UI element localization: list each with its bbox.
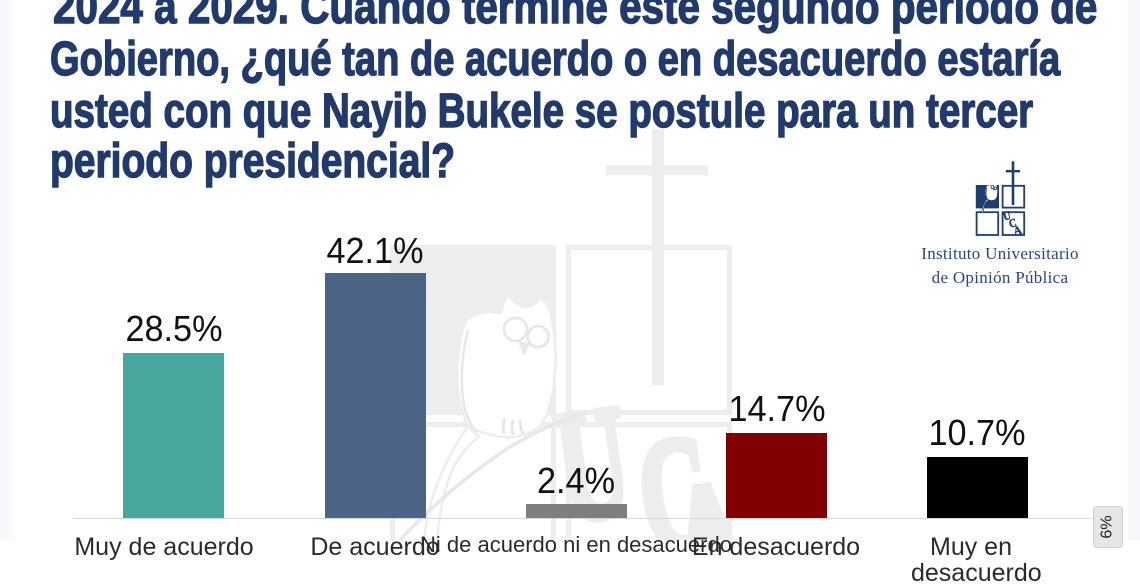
svg-text:A: A [660, 446, 758, 540]
svg-text:C: C [1008, 217, 1018, 231]
svg-text:A: A [1013, 224, 1024, 238]
svg-text:U: U [1002, 209, 1012, 223]
